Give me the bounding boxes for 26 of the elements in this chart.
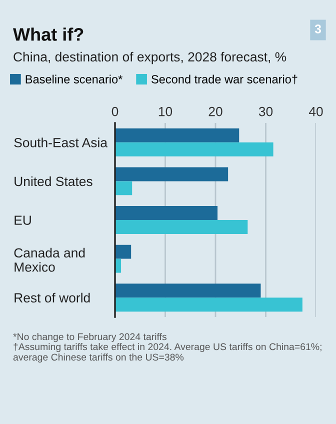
legend-label: Baseline scenario* — [26, 74, 122, 84]
text: 3 — [314, 24, 322, 34]
y-tick-label: Canada and Mexico — [14, 248, 85, 272]
bar — [115, 244, 132, 259]
bar — [115, 167, 228, 182]
bar — [115, 220, 248, 234]
bar — [115, 284, 261, 298]
x-tick-label: 0 — [112, 106, 118, 116]
chart-title: What if? — [13, 28, 84, 41]
x-tick-label: 20 — [208, 106, 222, 116]
bar — [115, 181, 132, 196]
chart-subtitle: China, destination of exports, 2028 forecast, % — [14, 52, 286, 64]
bar — [115, 206, 218, 220]
legend-label: Second trade war scenario† — [152, 74, 298, 84]
y-tick-label: United States — [14, 176, 92, 186]
x-tick-label: 10 — [158, 106, 172, 116]
y-tick-label: South-East Asia — [14, 138, 108, 148]
bar — [115, 142, 274, 156]
bar — [115, 128, 240, 142]
x-tick-label: 30 — [258, 106, 273, 116]
y-tick-label: Rest of world — [14, 292, 90, 303]
text: †Assuming tariffs take effect in 2024. Average US tariffs on China=61%; average Chinese tariffs on the US=38% — [13, 343, 322, 363]
text: *No change to February 2024 tariffs — [13, 333, 166, 342]
y-tick-label: EU — [14, 216, 31, 225]
bar — [115, 298, 302, 312]
x-tick-label: 40 — [308, 106, 323, 116]
